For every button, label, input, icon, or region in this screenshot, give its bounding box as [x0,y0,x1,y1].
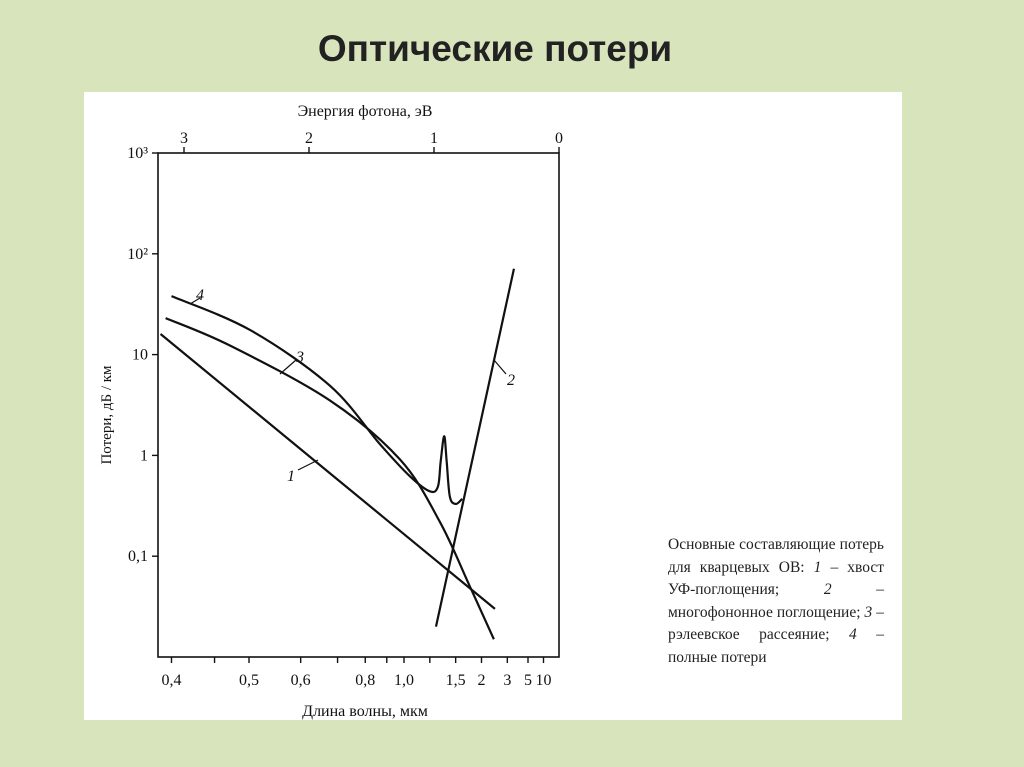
x2-tick-label: 1 [430,130,438,147]
caption-intro: Основные составляющие потерь для кварцев… [668,536,884,576]
plot-frame [157,152,560,658]
curve-4 [171,295,463,506]
label-leader-1 [297,459,319,471]
y-tick-label: 0,1 [128,548,148,565]
curve-label-3: 3 [295,349,304,366]
figure-panel [84,92,902,720]
y-axis-label: Потери, дБ / км [99,365,115,465]
curve-3 [165,317,495,640]
curve-label-2: 2 [507,372,515,389]
x-tick-label: 3 [503,672,511,689]
curve-1 [159,333,496,610]
caption-text-3: – рэлеевское рассеяние; [668,603,885,644]
curve-2 [434,268,516,627]
x-axis-label: Длина волны, мкм [302,703,428,720]
caption-num-1: 1 [813,558,822,576]
y-tick-label: 1 [140,447,148,464]
x-tick-label: 0,6 [291,672,311,689]
curve-label-1: 1 [287,468,295,485]
label-leader-4 [189,297,201,305]
x2-tick-label: 2 [305,130,313,147]
y-tick-label: 10³ [127,145,148,162]
x-tick-label: 1,0 [394,672,414,689]
label-leader-2 [493,359,507,375]
x2-axis-label: Энергия фотона, эВ [298,103,433,120]
caption-num-3: 3 [864,603,873,621]
caption-text-2: – многофононное поглощение; [668,581,885,621]
caption-num-2: 2 [823,581,832,598]
curve-label-4: 4 [196,287,204,304]
x-tick-label: 1,5 [446,672,466,689]
slide-title: Оптические потери [317,28,673,69]
x2-tick-label: 3 [180,130,188,147]
x-tick-label: 0,4 [162,672,182,689]
caption-text-4: – полные потери [668,626,884,666]
y-tick-label: 10² [127,246,148,263]
x-tick-label: 2 [478,672,486,689]
figure-caption: Основные составляющие потерь для кварцев… [668,534,884,669]
x-tick-label: 0,8 [355,672,375,689]
label-leader-3 [279,359,297,375]
x-tick-label: 10 [536,672,552,689]
x2-tick-label: 0 [555,130,563,147]
y-tick-label: 10 [132,347,148,364]
caption-num-4: 4 [849,626,857,643]
x-tick-label: 5 [524,672,532,689]
x-tick-label: 0,5 [239,672,259,689]
caption-text-1: – хвост УФ-поглощения; [668,558,884,599]
